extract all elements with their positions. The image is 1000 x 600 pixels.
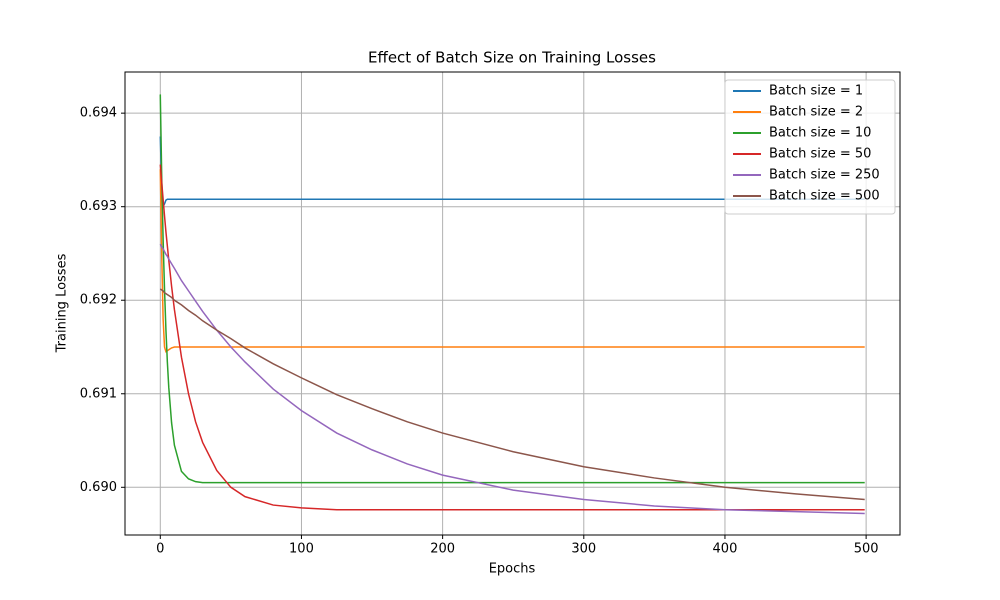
x-tick-label: 400	[713, 542, 738, 557]
plot-frame	[124, 71, 901, 536]
x-tick-label: 100	[289, 542, 314, 557]
y-tick-label: 0.693	[80, 199, 117, 214]
x-axis-label: Epochs	[489, 562, 536, 577]
x-tick-label: 500	[854, 542, 879, 557]
legend-label: Batch size = 2	[769, 105, 863, 120]
y-tick-label: 0.691	[80, 386, 117, 401]
y-tick-label: 0.694	[80, 106, 117, 121]
x-tick-label: 0	[156, 542, 164, 557]
series-line	[159, 94, 865, 484]
y-tick-label: 0.692	[80, 293, 117, 308]
y-axis-label: Training Losses	[55, 253, 70, 353]
y-tick-label: 0.690	[80, 480, 117, 495]
series-line	[159, 243, 865, 515]
legend-label: Batch size = 50	[769, 147, 871, 162]
x-tick-label: 300	[571, 542, 596, 557]
x-tick-label: 200	[430, 542, 455, 557]
series-line	[159, 164, 865, 511]
series-line	[159, 288, 865, 501]
legend-label: Batch size = 250	[769, 168, 880, 183]
legend-label: Batch size = 500	[769, 189, 880, 204]
series-line	[159, 136, 865, 210]
chart-title: Effect of Batch Size on Training Losses	[368, 49, 656, 67]
legend-box	[724, 79, 896, 215]
legend-label: Batch size = 10	[769, 126, 871, 141]
legend-label: Batch size = 1	[769, 84, 863, 99]
